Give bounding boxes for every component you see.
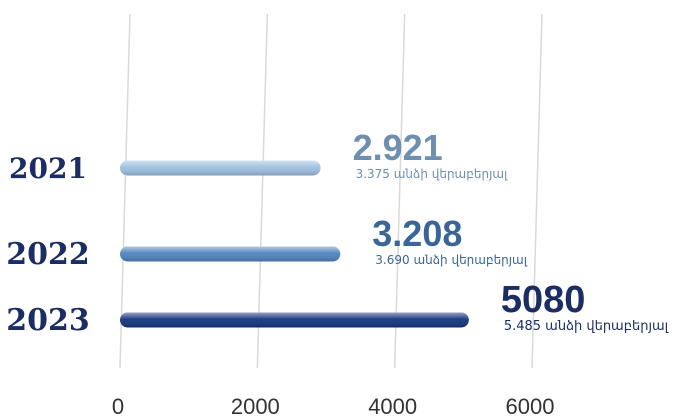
gridline-6000 bbox=[531, 13, 543, 369]
x-tick-label-4000: 4000 bbox=[368, 394, 417, 419]
year-label-2022: 2022 bbox=[6, 237, 90, 272]
x-tick-label-6000: 6000 bbox=[506, 394, 555, 419]
year-label-2023: 2023 bbox=[6, 303, 90, 338]
sub-label-2023: 5.485 անձի վերաբերյալ bbox=[504, 319, 669, 334]
value-label-2022: 3.208 bbox=[372, 213, 462, 254]
sub-label-2021: 3.375 անձի վերաբերյալ bbox=[356, 167, 508, 181]
sub-label-2022: 3.690 անձի վերաբերյալ bbox=[375, 253, 527, 267]
value-label-2021: 2.921 bbox=[353, 127, 443, 168]
value-label-2023: 5080 bbox=[501, 279, 586, 321]
year-label-2021: 2021 bbox=[9, 152, 87, 185]
x-tick-label-2000: 2000 bbox=[231, 394, 280, 419]
bar-shine-2022 bbox=[120, 246, 341, 262]
gridline-4000 bbox=[393, 13, 406, 369]
bar-shine-2023 bbox=[120, 312, 469, 328]
gridline-2000 bbox=[256, 13, 269, 369]
bar-shine-2021 bbox=[120, 160, 321, 176]
x-tick-label-0: 0 bbox=[112, 394, 124, 419]
gridline-0 bbox=[119, 13, 131, 369]
